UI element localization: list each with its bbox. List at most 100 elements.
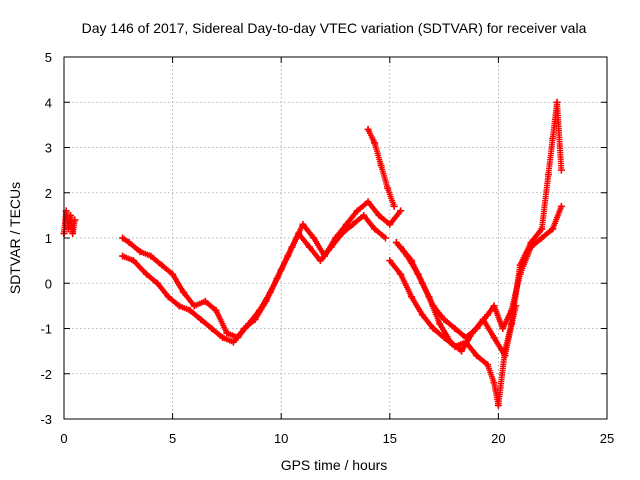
data-point [538,234,546,242]
data-point [316,257,324,265]
data-point [158,261,166,269]
data-point [457,347,465,355]
data-point [130,257,138,265]
data-point [229,338,237,346]
data-point [169,270,177,278]
data-point [549,134,557,142]
data-point [468,329,476,337]
series-segment-c [119,211,389,346]
data-point [327,243,335,251]
data-point [490,379,498,387]
data-point [384,184,392,192]
y-tick-label: 4 [45,95,52,110]
data-layer [60,98,565,409]
data-point [147,252,155,260]
data-point [538,225,546,233]
data-point [179,288,187,296]
y-tick-label: 2 [45,186,52,201]
y-axis-label: SDTVAR / TECUs [7,182,23,294]
data-point [557,166,565,174]
data-point [516,270,524,278]
data-point [164,293,172,301]
data-point [371,225,379,233]
data-point [219,334,227,342]
data-point [375,211,383,219]
x-axis-label: GPS time / hours [281,457,388,473]
data-point [251,315,259,323]
y-tick-label: 3 [45,141,52,156]
data-point [386,257,394,265]
data-point [186,306,194,314]
data-point [64,225,72,233]
data-point [527,243,535,251]
data-point [544,171,552,179]
data-point [208,325,216,332]
data-point [549,225,557,233]
data-point [392,239,400,247]
y-tick-label: -2 [40,367,52,382]
data-point [338,229,346,237]
x-tick-label: 10 [274,431,288,446]
data-point [67,211,75,219]
data-point [381,234,389,242]
data-point [136,248,144,256]
y-tick-label: 1 [45,231,52,246]
data-point [484,361,492,369]
data-point [262,297,270,305]
data-point [240,325,248,332]
data-point [295,229,303,237]
data-point [403,252,411,260]
data-point [175,302,183,310]
y-tick-label: 5 [45,50,52,65]
series-segment-d [364,125,398,210]
data-point [473,352,481,360]
data-point [447,338,455,346]
y-tick-label: 0 [45,276,52,291]
data-point [553,98,561,106]
y-tick-label: -1 [40,322,52,337]
data-point [119,252,127,260]
data-point [377,162,385,170]
data-point [418,311,426,319]
data-point [408,293,416,301]
series-segment-a [60,207,79,237]
data-point [125,239,133,247]
data-point [501,352,509,360]
data-point [305,243,313,251]
data-point [71,216,79,224]
data-point [390,202,398,210]
data-point [299,220,307,228]
data-point [371,139,379,147]
data-point [440,315,448,323]
chart-title: Day 146 of 2017, Sidereal Day-to-day VTE… [82,20,587,36]
data-point [212,306,220,314]
data-point [386,220,394,228]
data-point [349,220,357,228]
data-point [484,311,492,319]
data-point [557,202,565,210]
data-point [429,325,437,332]
trace-segment [545,137,556,178]
x-tick-label: 15 [383,431,397,446]
data-point [201,297,209,305]
data-point [273,275,281,283]
series-segment-e [386,98,565,409]
x-tick-label: 25 [600,431,614,446]
data-point [69,229,77,237]
y-tick-label: -3 [40,412,52,427]
data-point [490,302,498,310]
data-point [364,125,372,133]
data-point [425,293,433,301]
data-point [414,270,422,278]
data-point [494,401,502,409]
data-point [223,329,231,337]
x-tick-label: 20 [491,431,505,446]
data-point [490,334,498,342]
x-tick-label: 5 [169,431,176,446]
data-point [364,198,372,206]
data-point [499,325,507,332]
data-point [119,234,127,242]
data-point [451,325,459,332]
data-point [397,270,405,278]
